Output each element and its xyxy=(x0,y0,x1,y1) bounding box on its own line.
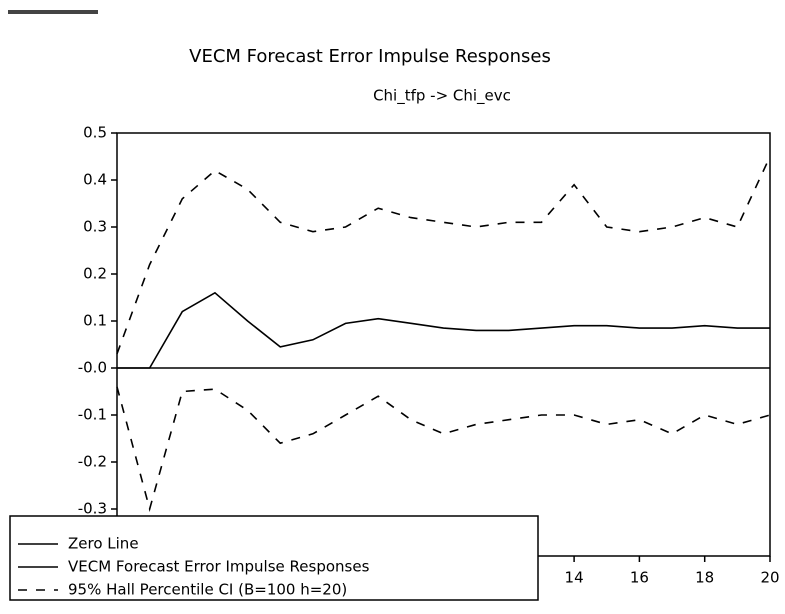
y-tick-label: -0.1 xyxy=(78,406,107,424)
y-tick-label: 0.3 xyxy=(83,218,107,236)
series-line xyxy=(117,291,770,369)
series-line-lower xyxy=(116,386,771,513)
legend-label: VECM Forecast Error Impulse Responses xyxy=(68,558,370,576)
y-tick-label: 0.2 xyxy=(83,265,107,283)
legend: Zero Line VECM Forecast Error Impulse Res… xyxy=(9,515,539,601)
y-tick-label: -0.2 xyxy=(78,453,107,471)
y-tick-label: -0.0 xyxy=(78,359,107,377)
x-tick-label: 16 xyxy=(630,569,649,587)
y-tick-label: 0.1 xyxy=(83,312,107,330)
series-line xyxy=(116,156,771,355)
chart-title: VECM Forecast Error Impulse Responses xyxy=(189,46,551,67)
header-stamp xyxy=(8,10,98,14)
y-tick-label: -0.3 xyxy=(78,500,107,518)
x-tick-label: 14 xyxy=(565,569,584,587)
legend-box xyxy=(9,515,539,601)
plot-frame xyxy=(116,132,771,557)
y-tick-label: 0.4 xyxy=(83,171,107,189)
chart-subtitle: Chi_tfp -> Chi_evc xyxy=(373,87,511,106)
legend-label: 95% Hall Percentile CI (B=100 h=20) xyxy=(68,581,347,599)
x-tick-label: 20 xyxy=(760,569,779,587)
y-tick-label: 0.5 xyxy=(83,124,107,142)
legend-label: Zero Line xyxy=(68,535,139,553)
x-tick-label: 18 xyxy=(695,569,714,587)
